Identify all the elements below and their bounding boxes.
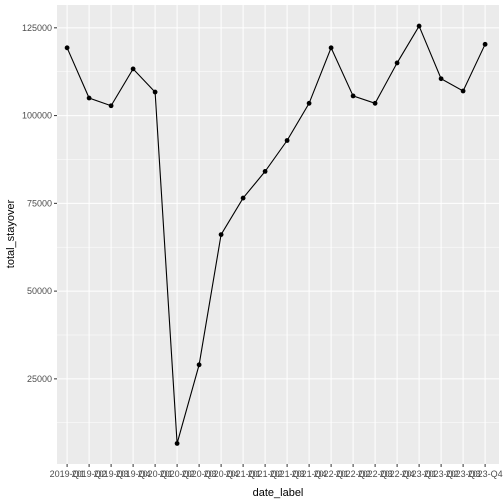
x-tick-label: 2023-Q2 (424, 469, 459, 479)
data-point (372, 100, 378, 106)
data-point (240, 195, 246, 201)
x-tick-label: 2023-Q3 (446, 469, 481, 479)
x-tick-label: 2021-Q1 (226, 469, 261, 479)
data-point (64, 45, 70, 51)
data-point (306, 100, 312, 106)
x-tick-label: 2021-Q2 (248, 469, 283, 479)
data-point (284, 138, 290, 143)
x-tick-label: 2019-Q1 (50, 469, 85, 479)
data-point (86, 95, 92, 101)
y-tick-label: 25000 (27, 374, 52, 384)
data-point (482, 41, 488, 47)
series-line (66, 24, 486, 444)
x-tick-label: 2020-Q3 (182, 469, 217, 479)
x-tick-label: 2021-Q3 (270, 469, 305, 479)
data-point (416, 23, 422, 29)
x-axis-ticks: 2019-Q12019-Q22019-Q32019-Q42020-Q12020-… (50, 464, 503, 479)
x-tick-label: 2022-Q4 (380, 469, 415, 479)
data-point (394, 60, 400, 66)
y-axis-ticks: 25000 50000 75000 100000 125000 (22, 23, 57, 384)
x-tick-label: 2020-Q1 (138, 469, 173, 479)
plot-panel (57, 5, 499, 464)
x-tick-label: 2019-Q3 (94, 469, 129, 479)
y-axis-title: total_stayover (5, 199, 17, 268)
data-point (174, 441, 180, 446)
minor-gridlines (57, 71, 499, 424)
data-point (460, 88, 466, 94)
x-tick-label: 2019-Q4 (116, 469, 151, 479)
x-tick-label: 2021-Q4 (292, 469, 327, 479)
data-point (438, 76, 444, 82)
x-tick-label: 2022-Q2 (336, 469, 371, 479)
x-tick-label: 2022-Q3 (358, 469, 393, 479)
data-point (350, 93, 356, 99)
y-tick-label: 50000 (27, 286, 52, 296)
y-tick-label: 100000 (22, 111, 52, 121)
y-tick-label: 75000 (27, 198, 52, 208)
data-point (108, 103, 114, 109)
x-tick-label: 2020-Q4 (204, 469, 239, 479)
x-tick-label: 2019-Q2 (72, 469, 107, 479)
data-point (130, 66, 136, 72)
y-tick-label: 125000 (22, 23, 52, 33)
x-tick-label: 2023-Q4 (468, 469, 503, 479)
data-point (152, 89, 158, 95)
data-points (64, 23, 488, 446)
x-tick-label: 2022-Q1 (314, 469, 349, 479)
data-point (218, 232, 224, 237)
data-point (262, 168, 268, 174)
data-point (328, 45, 334, 51)
data-point (196, 362, 202, 368)
x-axis-title: date_label (253, 487, 304, 499)
x-tick-label: 2020-Q2 (160, 469, 195, 479)
x-tick-label: 2023-Q1 (402, 469, 437, 479)
